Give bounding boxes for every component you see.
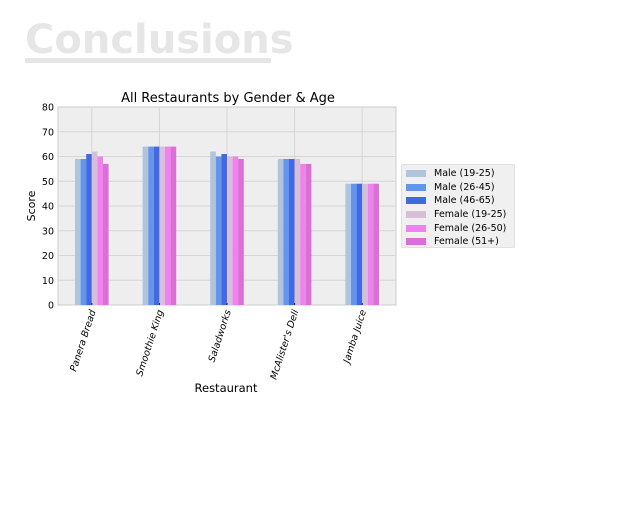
legend-label: Female (51+) <box>434 236 499 248</box>
bar <box>351 183 357 305</box>
bar <box>345 183 351 305</box>
bar <box>305 163 312 305</box>
bar <box>283 158 289 305</box>
x-tick-label: Smoothie King <box>134 309 166 378</box>
bar <box>210 151 216 305</box>
bars <box>75 146 379 305</box>
y-axis-label: Score <box>25 190 38 221</box>
y-tick-label: 50 <box>42 177 54 188</box>
y-axis-ticks: 0 10 20 30 40 50 60 70 80 <box>42 103 54 312</box>
bar <box>300 163 306 305</box>
y-tick-label: 40 <box>42 202 54 213</box>
bar <box>159 146 165 305</box>
legend-item: Male (26-45) <box>406 181 510 195</box>
legend-item: Female (19-25) <box>406 208 510 222</box>
bar <box>165 146 171 305</box>
bar <box>356 183 363 305</box>
bar <box>215 156 222 305</box>
legend-swatch <box>406 183 426 191</box>
bar <box>153 146 160 305</box>
legend-item: Female (51+) <box>406 235 510 249</box>
x-tick-label: Jamba Juice <box>341 308 369 366</box>
legend-label: Male (46-65) <box>434 195 495 207</box>
bar <box>232 156 239 305</box>
y-tick-label: 30 <box>42 226 54 237</box>
bar <box>75 158 81 305</box>
y-tick-label: 60 <box>42 152 54 163</box>
bar <box>294 158 301 305</box>
x-axis-label: Restaurant <box>195 381 258 395</box>
legend-item: Male (19-25) <box>406 167 510 181</box>
bar <box>142 146 149 305</box>
slide-title: Conclusions <box>25 17 294 63</box>
bar <box>97 156 103 305</box>
legend-item: Male (46-65) <box>406 194 510 208</box>
y-tick-label: 70 <box>42 127 54 138</box>
x-tick-label: Saladworks <box>207 308 234 363</box>
title-underline <box>25 58 271 63</box>
bar <box>367 183 374 305</box>
bar <box>91 151 98 305</box>
bar <box>277 158 284 305</box>
legend-label: Male (26-45) <box>434 181 495 193</box>
bar <box>103 163 109 305</box>
bar <box>86 154 92 305</box>
y-tick-label: 0 <box>48 301 54 312</box>
y-tick-label: 80 <box>42 103 54 114</box>
legend-swatch <box>406 224 426 232</box>
bar <box>362 183 368 305</box>
legend-label: Female (26-50) <box>434 222 507 234</box>
bar <box>170 146 177 305</box>
legend-label: Male (19-25) <box>434 168 495 180</box>
bar <box>80 158 87 305</box>
bar <box>238 158 244 305</box>
legend-swatch <box>406 211 426 219</box>
y-tick-label: 10 <box>42 276 54 287</box>
bar <box>289 158 295 305</box>
legend-swatch <box>406 197 426 205</box>
bar <box>227 156 233 305</box>
legend: Male (19-25) Male (26-45) Male (46-65) Fema… <box>401 164 515 248</box>
x-tick-label: Panera Bread <box>68 308 99 373</box>
legend-swatch <box>406 170 426 178</box>
legend-item: Female (26-50) <box>406 221 510 235</box>
legend-label: Female (19-25) <box>434 209 507 221</box>
x-axis-ticks: Panera Bread Smoothie King Saladworks McAli… <box>68 308 369 381</box>
legend-swatch <box>406 238 426 246</box>
bar <box>148 146 154 305</box>
x-tick-label: McAlister's Deli <box>269 308 302 381</box>
chart-title: All Restaurants by Gender & Age <box>121 91 335 106</box>
bar <box>373 183 379 305</box>
bar <box>221 154 227 305</box>
y-tick-label: 20 <box>42 251 54 262</box>
